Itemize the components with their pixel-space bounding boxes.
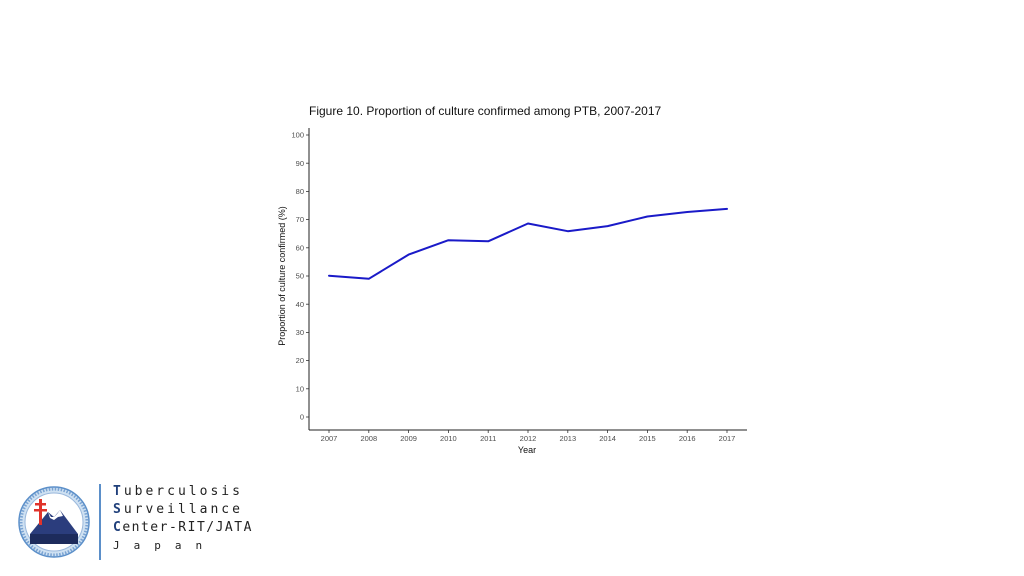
y-axis-title: Proportion of culture confirmed (%) (277, 206, 287, 346)
data-point (328, 275, 330, 277)
y-tick-label: 20 (296, 356, 304, 365)
y-tick-label: 50 (296, 272, 304, 281)
data-point (527, 222, 529, 224)
org-line-surveillance: Surveillance (113, 502, 243, 517)
data-point (368, 278, 370, 280)
data-point (407, 253, 409, 255)
x-axis-title: Year (518, 445, 536, 455)
series-line (328, 207, 728, 280)
y-tick-label: 80 (296, 187, 304, 196)
data-point (606, 225, 608, 227)
x-tick-label: 2016 (679, 434, 696, 443)
x-tick-label: 2013 (559, 434, 576, 443)
y-tick-label: 70 (296, 215, 304, 224)
data-point (447, 239, 449, 241)
data-point (487, 240, 489, 242)
org-line-tuberculosis: Tuberculosis (113, 484, 243, 499)
data-point (686, 211, 688, 213)
x-tick-label: 2008 (360, 434, 377, 443)
org-name-block: Tuberculosis Surveillance Center-RIT/JAT… (113, 483, 253, 555)
x-tick-label: 2010 (440, 434, 457, 443)
y-tick-label: 30 (296, 328, 304, 337)
y-tick-label: 10 (296, 384, 304, 393)
org-logo (18, 486, 90, 563)
chart-title: Figure 10. Proportion of culture confirm… (309, 104, 662, 118)
y-tick-label: 40 (296, 300, 304, 309)
y-tick-label: 100 (291, 131, 304, 140)
double-barred-cross-mountain-seal-icon (18, 486, 90, 558)
data-point (726, 208, 728, 210)
x-tick-label: 2014 (599, 434, 616, 443)
y-axis: 0 10 20 30 40 50 60 70 80 90 100 (291, 128, 310, 430)
x-tick-label: 2017 (719, 434, 736, 443)
y-tick-label: 60 (296, 243, 304, 252)
double-barred-cross-icon (34, 499, 47, 525)
data-point (567, 230, 569, 232)
x-tick-label: 2007 (321, 434, 338, 443)
x-axis: 2007 2008 2009 2010 2011 2012 2013 2014 2015 2016… (309, 429, 747, 443)
x-tick-label: 2012 (520, 434, 537, 443)
series-layer (328, 207, 728, 280)
x-tick-label: 2009 (400, 434, 417, 443)
data-point (646, 215, 648, 217)
x-tick-label: 2015 (639, 434, 656, 443)
org-line-center: Center-RIT/JATA (113, 520, 253, 535)
line-chart: Figure 10. Proportion of culture confirm… (277, 104, 747, 455)
y-tick-label: 0 (300, 413, 304, 422)
y-tick-label: 90 (296, 159, 304, 168)
org-line-country: Japan (113, 539, 217, 552)
org-divider (99, 484, 101, 560)
x-tick-label: 2011 (480, 434, 496, 443)
